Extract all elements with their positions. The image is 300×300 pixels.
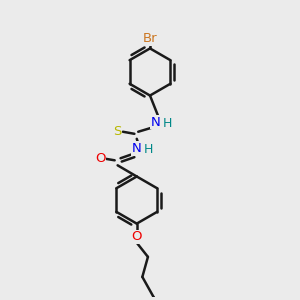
Text: O: O <box>95 152 106 165</box>
Text: N: N <box>151 116 161 128</box>
Text: N: N <box>132 142 142 155</box>
Text: H: H <box>143 143 153 157</box>
Text: S: S <box>113 125 122 138</box>
Text: Br: Br <box>143 32 157 45</box>
Text: H: H <box>162 117 172 130</box>
Text: O: O <box>131 230 142 243</box>
